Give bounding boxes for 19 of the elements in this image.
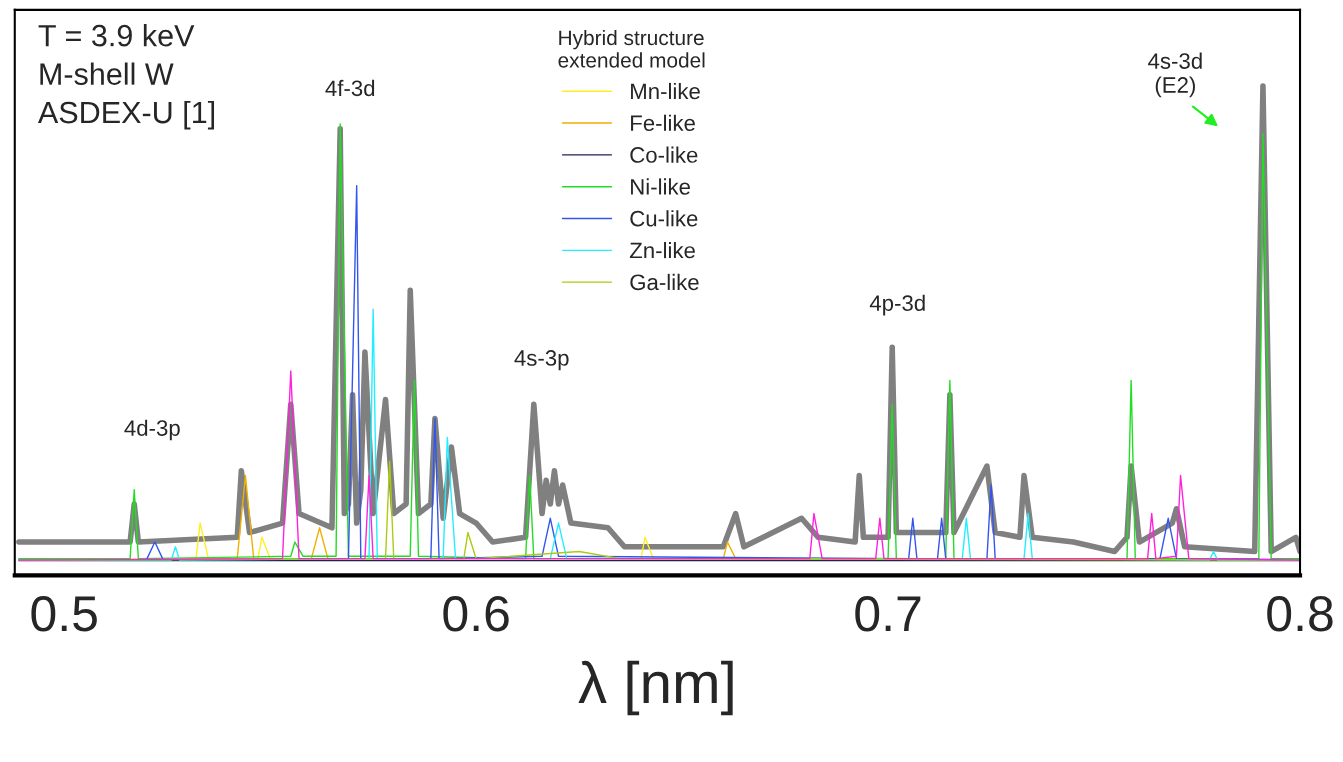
legend-label: Co-like — [630, 146, 698, 163]
annotation: 4p-3d — [869, 294, 925, 316]
legend-label: Fe-like — [631, 114, 695, 132]
legend-label: Zn-like — [629, 242, 695, 259]
annotation: 4s-3p — [514, 350, 569, 371]
x-axis-title: λ [nm] — [578, 660, 733, 716]
annotation: 4s-3d (E2) — [1148, 52, 1202, 98]
x-tick-label: 0.5 — [31, 596, 97, 632]
legend-title: Hybrid structure extended model — [558, 29, 705, 68]
legend-label: Ni-like — [631, 178, 690, 195]
x-tick-label: 0.8 — [1267, 596, 1333, 632]
legend-label: Cu-like — [630, 210, 698, 227]
legend-label: Ga-like — [630, 273, 699, 291]
annotation: T = 3.9 keV M-shell W ASDEX-U [1] — [37, 24, 215, 130]
x-tick-label: 0.7 — [855, 596, 921, 632]
legend-label: Mn-like — [631, 82, 700, 100]
annotation: 4d-3p — [124, 419, 180, 441]
annotation: 4f-3d — [325, 79, 375, 97]
x-tick-label: 0.6 — [443, 596, 509, 632]
